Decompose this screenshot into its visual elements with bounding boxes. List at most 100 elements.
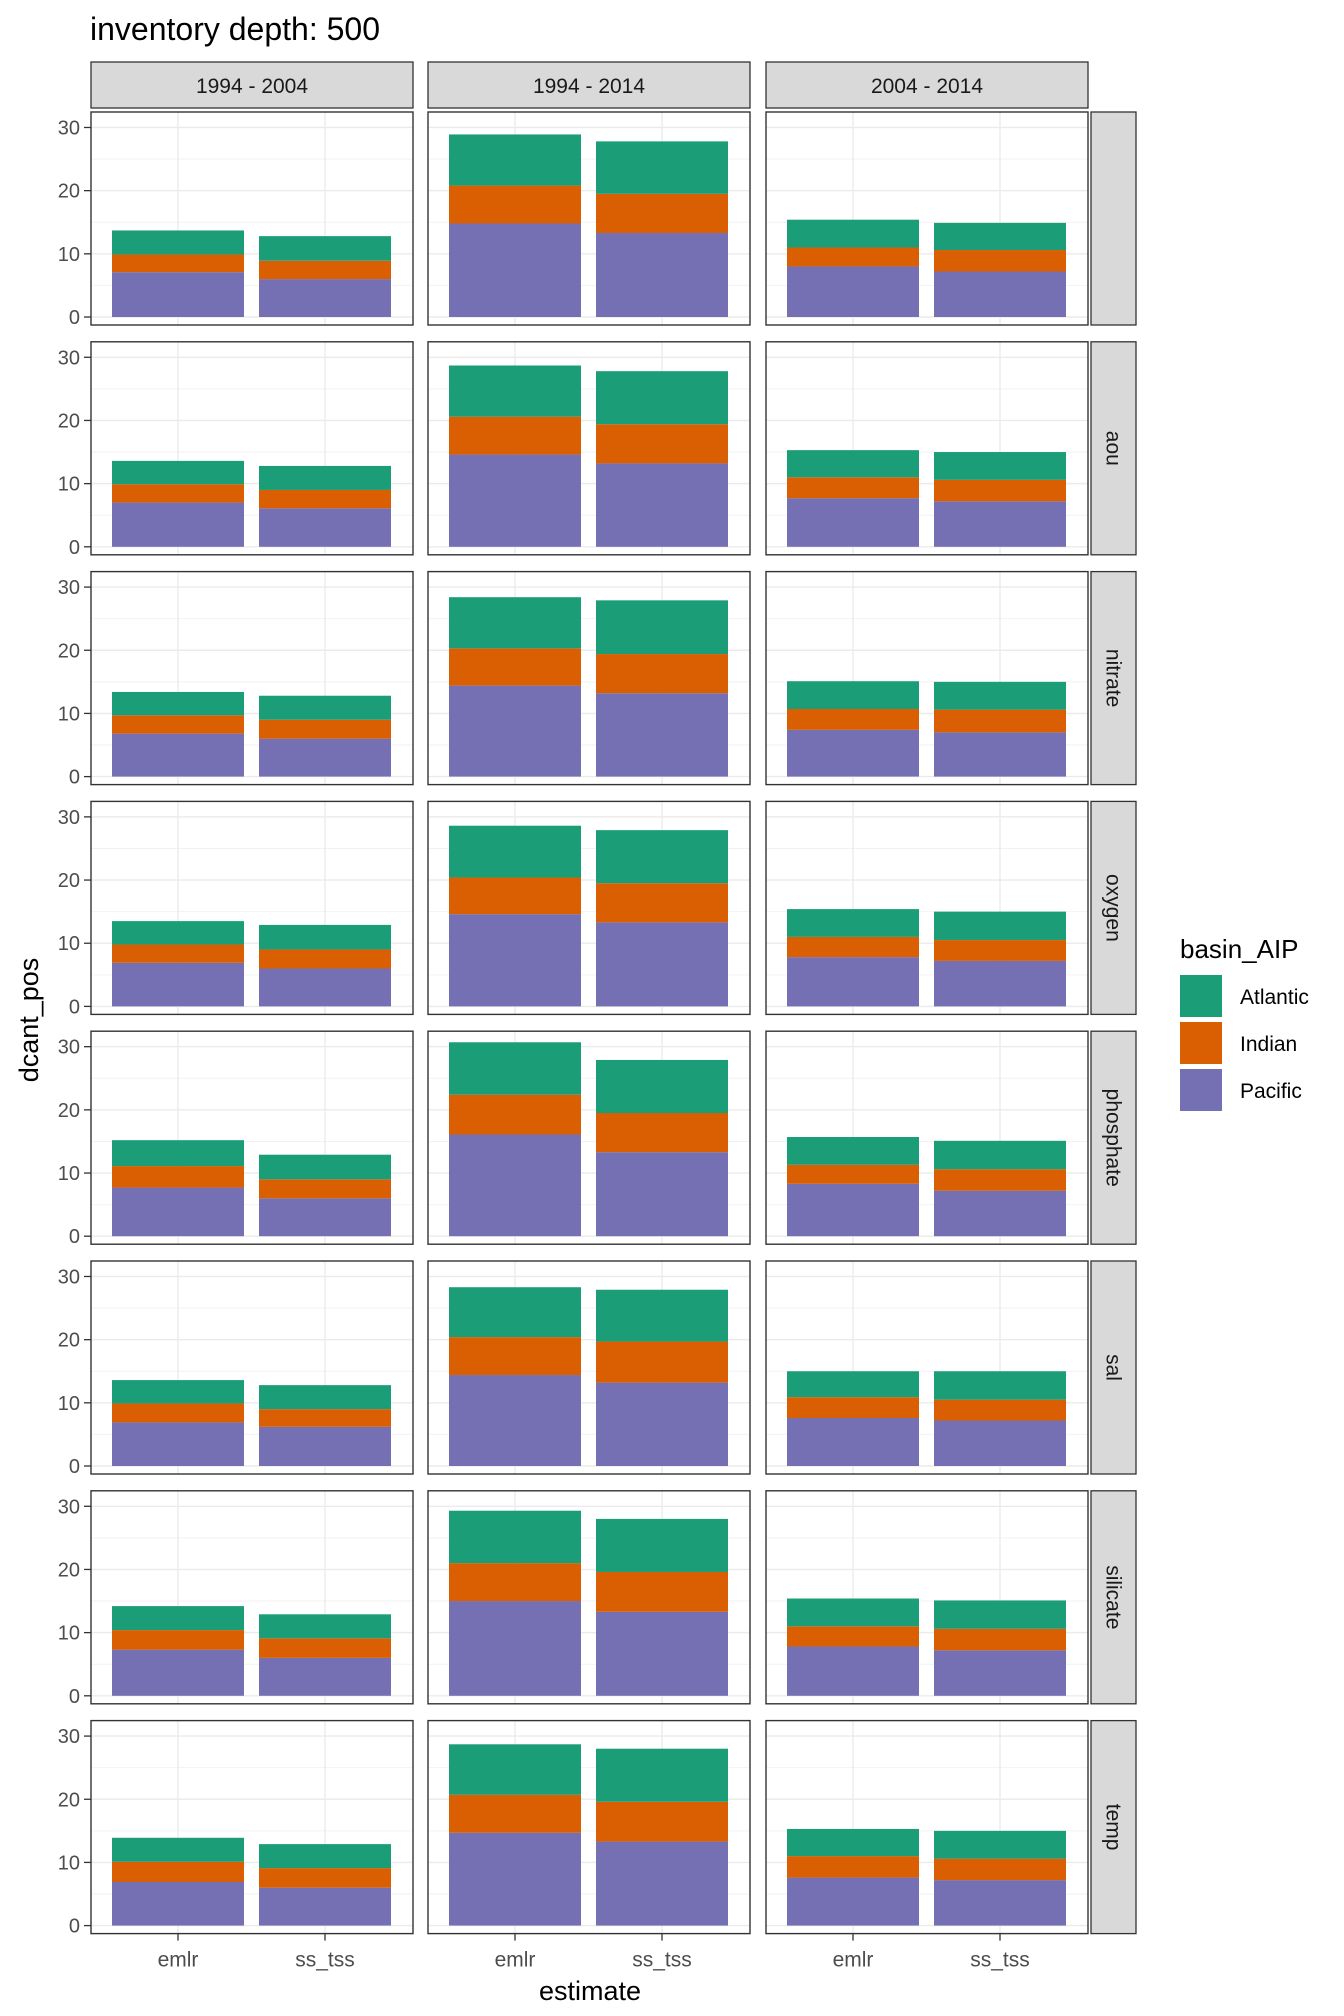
facet-panels: 1994 - 2004 1994 - 2014 2004 - 2014 0 10 20 30… bbox=[58, 61, 1137, 1972]
bar-ss-tss-indian bbox=[596, 424, 728, 464]
y-tick-label: 20 bbox=[58, 1559, 80, 1581]
panel-border bbox=[427, 1490, 751, 1705]
panel-temp-1994-2014 bbox=[427, 1719, 751, 1935]
bar-ss-tss-indian bbox=[259, 1409, 391, 1427]
row-strip-label: oxygen bbox=[1102, 874, 1125, 942]
legend-label-pacific: Pacific bbox=[1240, 1080, 1302, 1103]
bar-emlr-indian bbox=[449, 185, 581, 224]
panel-border bbox=[90, 1030, 414, 1245]
panel-nitrate-1994-2004 bbox=[90, 570, 414, 786]
y-tick-label: 20 bbox=[58, 1789, 80, 1811]
panel-border bbox=[427, 1719, 751, 1935]
bar-ss-tss-atlantic bbox=[596, 600, 728, 655]
row-strip-box bbox=[1090, 111, 1137, 326]
y-tick-label: 20 bbox=[58, 870, 80, 892]
panel-sal-1994-2014 bbox=[427, 1260, 751, 1475]
bar-ss-tss-pacific bbox=[259, 279, 391, 317]
bar-ss-tss-pacific bbox=[934, 1420, 1066, 1466]
bar-ss-tss-indian bbox=[934, 1169, 1066, 1191]
bar-emlr-atlantic bbox=[112, 921, 244, 945]
row-strip-box bbox=[1090, 1030, 1137, 1245]
bar-emlr-indian bbox=[787, 1397, 919, 1418]
bar-emlr-indian bbox=[112, 254, 244, 273]
bar-emlr-atlantic bbox=[112, 1380, 244, 1404]
panel-border bbox=[765, 341, 1089, 556]
bar-emlr-pacific bbox=[787, 266, 919, 317]
bar-ss-tss-pacific bbox=[596, 1382, 728, 1466]
bar-ss-tss-pacific bbox=[596, 922, 728, 1007]
y-tick-label: 10 bbox=[58, 474, 80, 496]
bar-emlr-pacific bbox=[787, 1646, 919, 1696]
bar-ss-tss-pacific bbox=[596, 232, 728, 317]
column-strip-box bbox=[90, 61, 414, 109]
row-strip-box bbox=[1090, 570, 1137, 786]
bar-emlr-atlantic bbox=[787, 681, 919, 710]
y-tick-label: 20 bbox=[58, 1100, 80, 1122]
y-tick-label: 30 bbox=[58, 807, 80, 829]
bar-emlr-indian bbox=[449, 1337, 581, 1376]
legend-label-indian: Indian bbox=[1240, 1033, 1297, 1056]
row-strip-label: temp bbox=[1102, 1804, 1125, 1851]
bar-ss-tss-indian bbox=[596, 654, 728, 694]
panel-phosphate-1994-2004 bbox=[90, 1030, 414, 1245]
bar-emlr-pacific bbox=[449, 1832, 581, 1926]
bar-emlr-indian bbox=[112, 715, 244, 734]
legend-key-pacific bbox=[1180, 1069, 1222, 1111]
y-tick-label: 20 bbox=[58, 410, 80, 432]
bar-emlr-pacific bbox=[112, 962, 244, 1007]
y-tick-label: 0 bbox=[69, 307, 80, 329]
panel-temp-1994-2004 bbox=[90, 1719, 414, 1935]
panel-border bbox=[427, 570, 751, 786]
y-tick-label: 30 bbox=[58, 1726, 80, 1748]
panel-nitrate-1994-2014 bbox=[427, 570, 751, 786]
x-tick-label: ss_tss bbox=[970, 1949, 1030, 1972]
y-tick-label: 10 bbox=[58, 1393, 80, 1415]
panel-oxygen-1994-2014 bbox=[427, 800, 751, 1016]
bar-emlr-atlantic bbox=[112, 691, 244, 716]
bar-ss-tss-indian bbox=[596, 1801, 728, 1842]
bar-emlr-pacific bbox=[449, 454, 581, 547]
y-tick-label: 20 bbox=[58, 1330, 80, 1352]
panel-silicate-1994-2004 bbox=[90, 1490, 414, 1705]
bar-emlr-indian bbox=[112, 1403, 244, 1423]
bar-emlr-pacific bbox=[787, 957, 919, 1007]
bar-emlr-indian bbox=[787, 247, 919, 267]
bar-ss-tss-atlantic bbox=[934, 452, 1066, 480]
panel-border bbox=[427, 800, 751, 1016]
bar-ss-tss-atlantic bbox=[259, 695, 391, 720]
y-tick-label: 0 bbox=[69, 1916, 80, 1938]
bar-ss-tss-indian bbox=[934, 250, 1066, 272]
column-strip-label: 1994 - 2004 bbox=[196, 75, 308, 98]
y-axis-title: dcant_pos bbox=[14, 958, 44, 1083]
bar-emlr-pacific bbox=[112, 1649, 244, 1696]
bar-emlr-indian bbox=[449, 1563, 581, 1602]
panel-border bbox=[90, 1490, 414, 1705]
bar-emlr-atlantic bbox=[787, 1137, 919, 1165]
bar-ss-tss-atlantic bbox=[259, 236, 391, 261]
panel-border bbox=[427, 1260, 751, 1475]
x-tick-label: emlr bbox=[158, 1949, 199, 1972]
bar-ss-tss-atlantic bbox=[596, 1518, 728, 1572]
bar-ss-tss-indian bbox=[596, 1571, 728, 1612]
bar-ss-tss-atlantic bbox=[934, 222, 1066, 251]
bar-ss-tss-atlantic bbox=[596, 1289, 728, 1342]
panel-border bbox=[427, 1030, 751, 1245]
y-tick-label: 10 bbox=[58, 933, 80, 955]
bar-ss-tss-indian bbox=[596, 1113, 728, 1153]
x-tick-label: emlr bbox=[495, 1949, 536, 1972]
bar-ss-tss-atlantic bbox=[259, 1385, 391, 1410]
panel-border bbox=[765, 1490, 1089, 1705]
bar-emlr-atlantic bbox=[449, 134, 581, 186]
bar-emlr-indian bbox=[787, 1626, 919, 1647]
bar-emlr-indian bbox=[449, 1794, 581, 1833]
y-tick-label: 0 bbox=[69, 767, 80, 789]
legend-title: basin_AIP bbox=[1180, 934, 1299, 964]
y-tick-label: 0 bbox=[69, 537, 80, 559]
panel-aou-2004-2014 bbox=[765, 341, 1089, 556]
bar-emlr-pacific bbox=[112, 502, 244, 547]
panel-phosphate-2004-2014 bbox=[765, 1030, 1089, 1245]
bar-emlr-pacific bbox=[449, 223, 581, 317]
panel-sal-2004-2014 bbox=[765, 1260, 1089, 1475]
bar-emlr-indian bbox=[112, 1861, 244, 1883]
y-tick-label: 30 bbox=[58, 1037, 80, 1059]
